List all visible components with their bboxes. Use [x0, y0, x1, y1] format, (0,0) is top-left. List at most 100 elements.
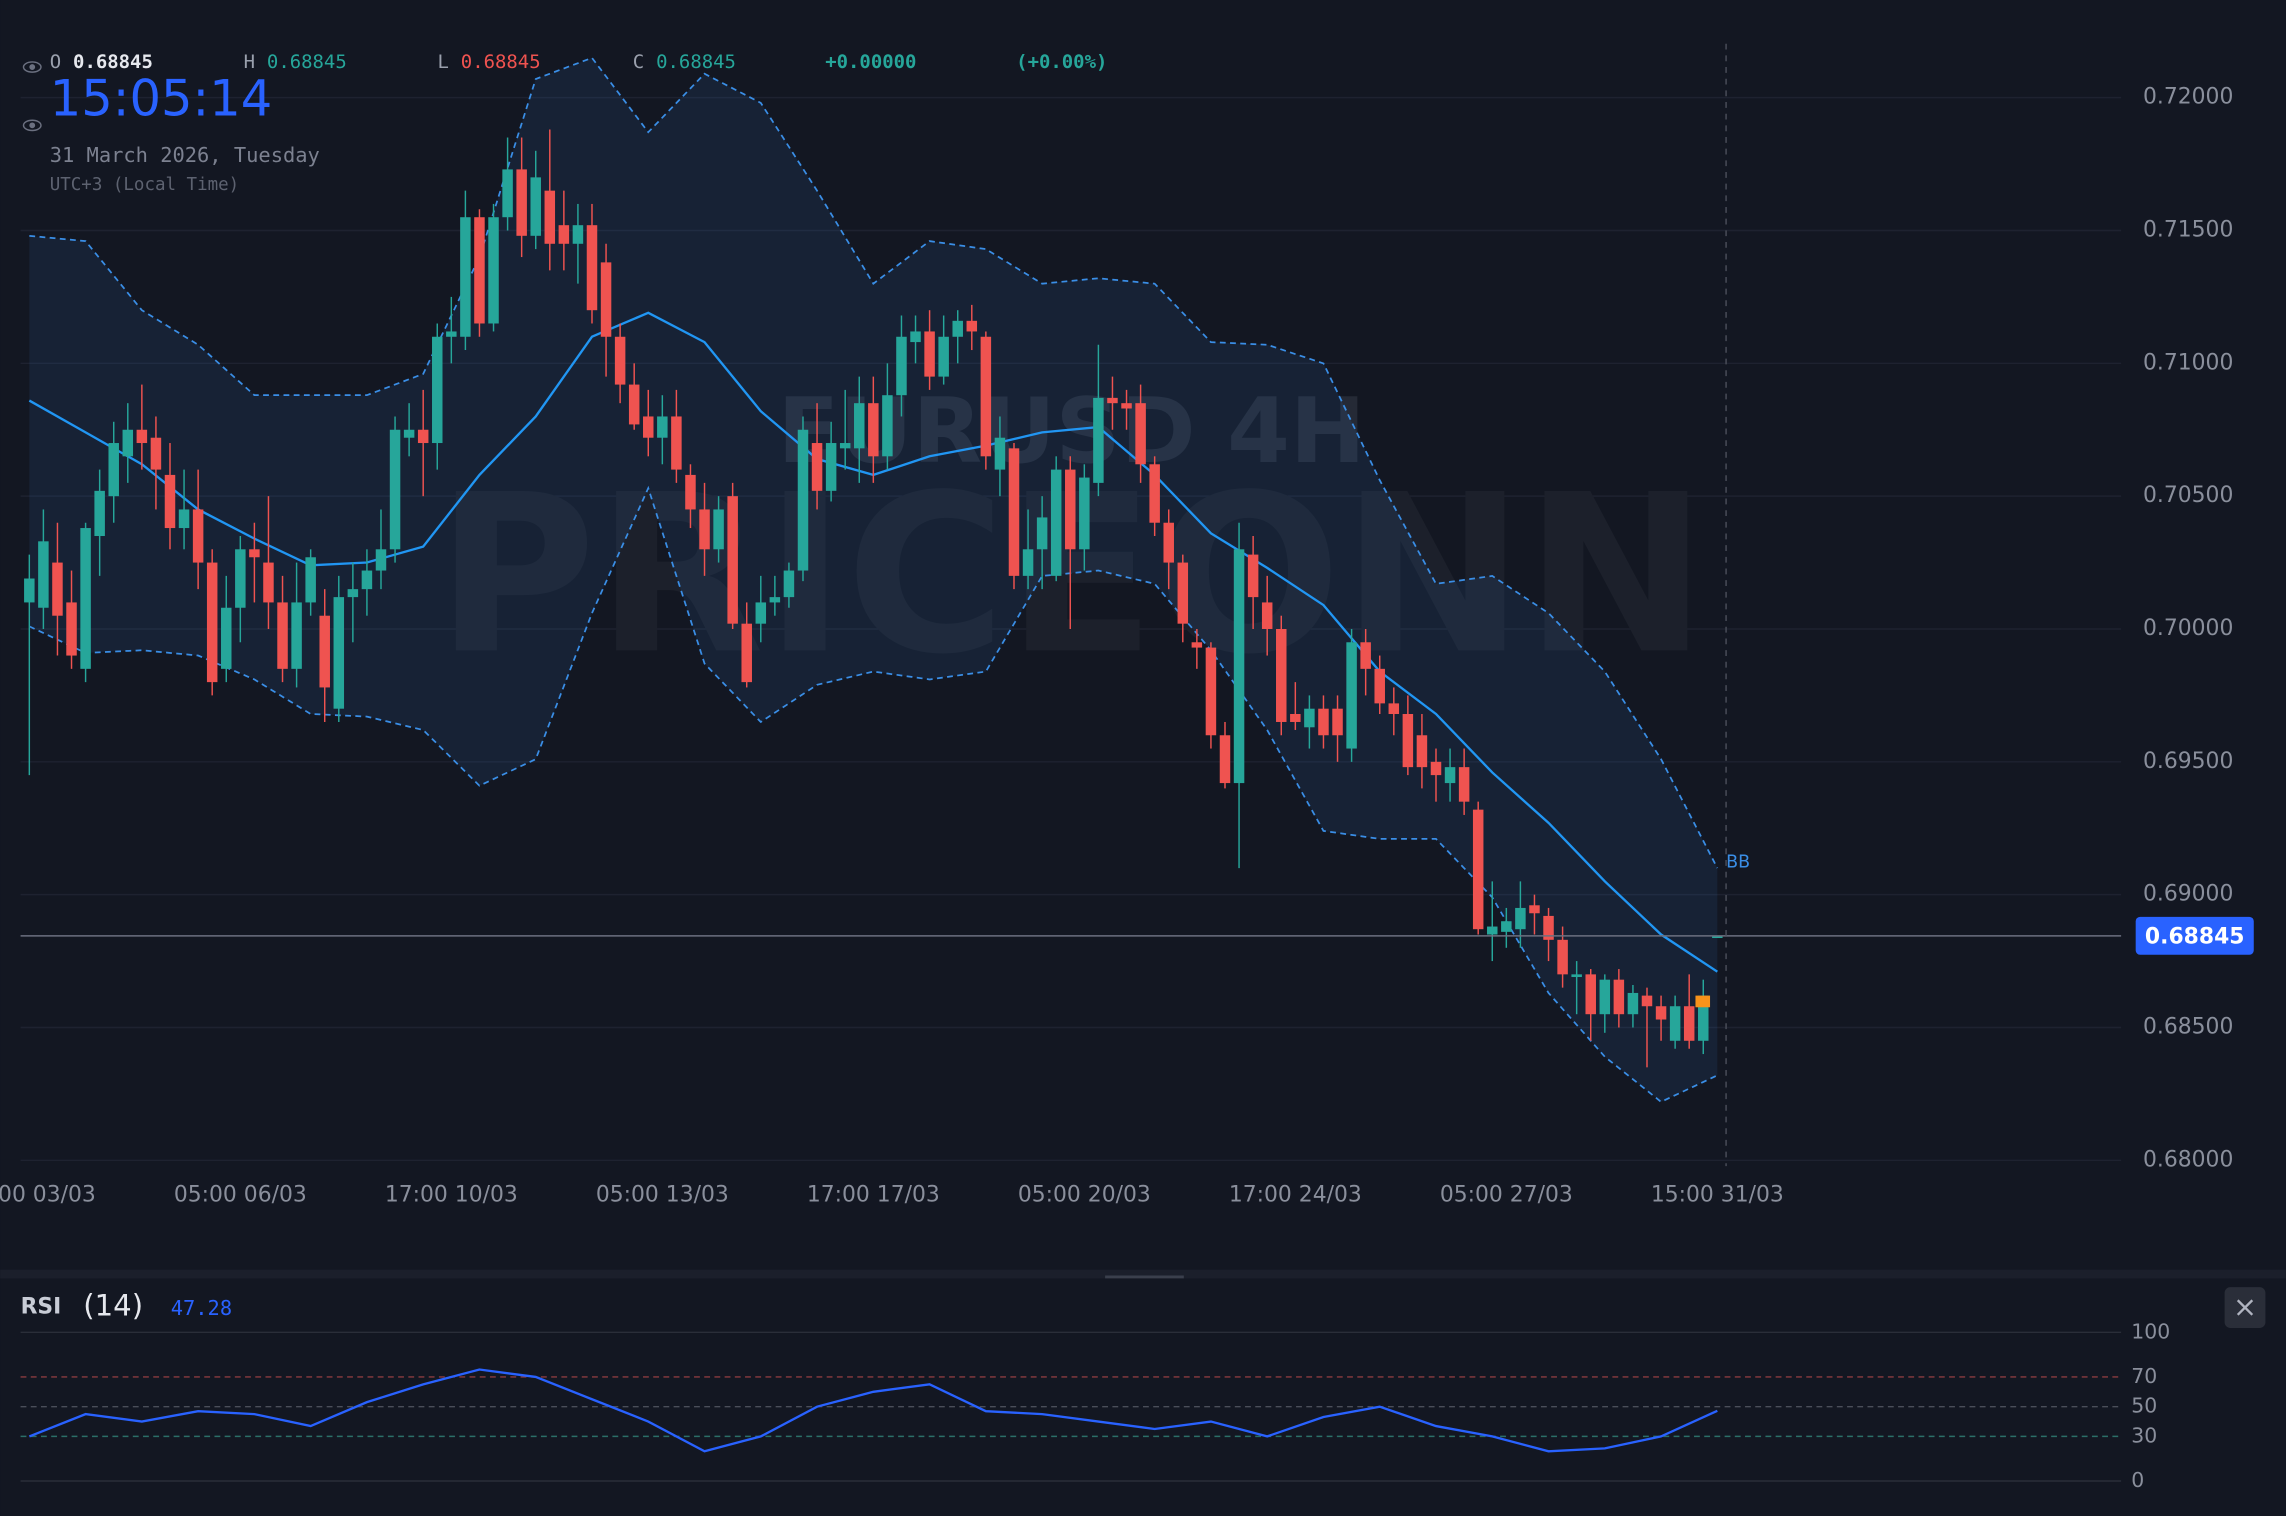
- rsi-line: [28, 1368, 1718, 1453]
- candle-body: [1487, 926, 1498, 935]
- low-value: 0.68845: [461, 51, 541, 73]
- last-price-label: 0.68845: [2145, 924, 2245, 949]
- candle-body: [825, 443, 837, 491]
- candle-body: [516, 169, 527, 236]
- candle-body: [755, 602, 767, 624]
- bb-label: BB: [1726, 852, 1750, 872]
- y-tick-label: 0.70500: [2143, 483, 2233, 508]
- candle-body: [1191, 642, 1203, 648]
- candle-body: [1712, 935, 1723, 939]
- x-tick-label: 17:00 10/03: [385, 1182, 518, 1207]
- candle-body: [1627, 992, 1639, 1015]
- y-tick-label: 0.68000: [2143, 1147, 2233, 1172]
- candle-body: [1036, 517, 1048, 550]
- candle-body: [614, 336, 626, 385]
- candle-body: [52, 562, 63, 616]
- candle-body: [1599, 979, 1611, 1015]
- candle-body: [417, 429, 429, 444]
- candle-body: [1177, 562, 1189, 624]
- candle-body: [938, 336, 949, 377]
- candle-body: [882, 395, 893, 457]
- candle-body: [1261, 602, 1273, 629]
- candle-body: [1683, 1006, 1695, 1041]
- candle-body: [1444, 767, 1456, 784]
- candle-body: [1332, 708, 1343, 736]
- rsi-pane: 0 30 50 70 100: [20, 1319, 2170, 1492]
- candle-body: [839, 443, 851, 449]
- pane-divider[interactable]: [0, 1269, 2286, 1279]
- candle-body: [727, 496, 738, 624]
- candle-body: [811, 443, 823, 491]
- candle-body: [192, 509, 204, 563]
- close-label: C: [633, 51, 644, 73]
- x-tick-label: 15:00 31/03: [1651, 1182, 1784, 1207]
- candle-body: [1346, 642, 1357, 749]
- candle-body: [544, 190, 556, 244]
- candle-body: [713, 509, 724, 550]
- candle-body: [854, 403, 865, 449]
- x-tick-label: 05:00 20/03: [1018, 1182, 1151, 1207]
- bb-lower: [28, 485, 1718, 1103]
- rsi-tick-label: 70: [2131, 1364, 2157, 1388]
- candle-body: [868, 403, 879, 457]
- low-label: L: [437, 51, 448, 73]
- candle-body: [1233, 549, 1245, 784]
- candle-body: [291, 602, 302, 669]
- candle-body: [1276, 628, 1287, 722]
- candle-body: [1205, 647, 1217, 736]
- candle-body: [1698, 995, 1709, 1041]
- candle-body: [1416, 735, 1428, 768]
- candle-body: [783, 570, 795, 598]
- candle-body: [347, 589, 359, 598]
- candle-body: [150, 437, 162, 470]
- eye-icon[interactable]: [22, 119, 42, 132]
- candle-body: [1107, 397, 1118, 404]
- candle-body: [432, 336, 443, 444]
- grid: 0.68000 0.68500 0.69000 0.69500 0.70000 0.705…: [0, 85, 2233, 1208]
- candle-body: [474, 217, 485, 324]
- candle-body: [896, 336, 907, 396]
- candle-body: [206, 562, 218, 683]
- candle-body: [1093, 397, 1104, 483]
- candle-body: [1065, 469, 1076, 550]
- candle-body: [1402, 714, 1414, 768]
- candle-body: [460, 217, 471, 337]
- candle-body: [1219, 735, 1231, 784]
- change: +0.00000: [825, 51, 916, 73]
- candle-body: [38, 541, 49, 608]
- candle-body: [488, 217, 499, 324]
- candle-body: [1050, 469, 1062, 576]
- x-tick-label: 17:00 17/03: [807, 1182, 940, 1207]
- candle-body: [1374, 668, 1385, 704]
- open-value: 0.68845: [73, 51, 153, 73]
- x-tick-label: 05:00 13/03: [596, 1182, 729, 1207]
- date: 31 March 2026, Tuesday: [50, 143, 320, 167]
- candle-body: [1008, 448, 1020, 576]
- candle-body: [741, 623, 752, 683]
- candle-body: [319, 615, 330, 688]
- y-tick-label: 0.71000: [2143, 350, 2233, 375]
- candle-body: [1655, 1006, 1667, 1020]
- eye-icon[interactable]: [22, 61, 42, 73]
- candle-body: [1360, 642, 1371, 669]
- candle-body: [178, 509, 190, 529]
- candle-body: [249, 549, 260, 558]
- candle-body: [966, 320, 978, 332]
- candle-body: [685, 474, 696, 510]
- candle-body: [221, 607, 232, 669]
- change-percent: (+0.00%): [1016, 51, 1107, 73]
- candle-body: [628, 384, 640, 425]
- close-button[interactable]: [2224, 1287, 2266, 1328]
- candle-body: [66, 602, 77, 656]
- candle-body: [263, 562, 274, 603]
- rsi-value: 47.28: [171, 1296, 232, 1320]
- candle-body: [1585, 974, 1596, 1015]
- candle-body: [164, 474, 176, 529]
- candle-body: [1458, 767, 1470, 802]
- candle-body: [1557, 939, 1568, 975]
- candle-body: [403, 429, 415, 438]
- candle-body: [94, 490, 105, 537]
- candle-body: [1163, 522, 1174, 563]
- candle-body: [952, 320, 963, 337]
